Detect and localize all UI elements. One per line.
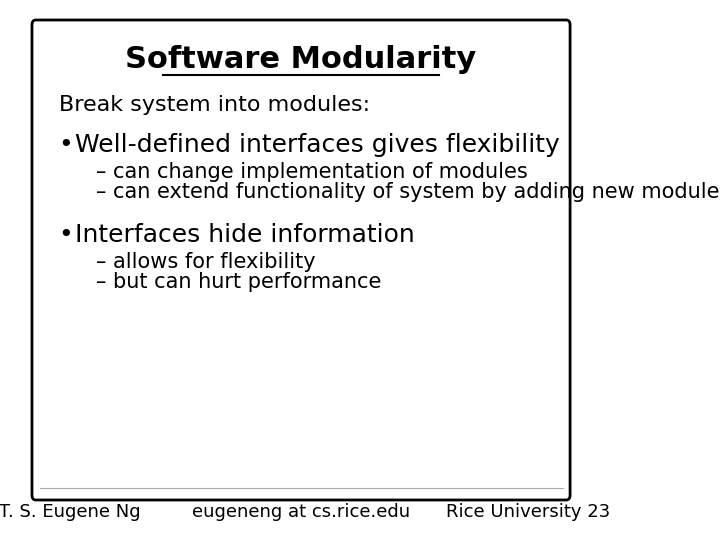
Text: •: • (58, 223, 73, 247)
Text: – can extend functionality of system by adding new modules: – can extend functionality of system by … (96, 182, 720, 202)
Text: T. S. Eugene Ng: T. S. Eugene Ng (0, 503, 140, 521)
Text: •: • (58, 133, 73, 157)
Text: Well-defined interfaces gives flexibility: Well-defined interfaces gives flexibilit… (75, 133, 560, 157)
Text: Interfaces hide information: Interfaces hide information (75, 223, 415, 247)
Text: eugeneng at cs.rice.edu: eugeneng at cs.rice.edu (192, 503, 410, 521)
Text: – but can hurt performance: – but can hurt performance (96, 272, 382, 292)
Text: Break system into modules:: Break system into modules: (58, 95, 369, 115)
Text: Rice University 23: Rice University 23 (446, 503, 611, 521)
Text: Software Modularity: Software Modularity (125, 45, 477, 75)
Text: – allows for flexibility: – allows for flexibility (96, 252, 316, 272)
Text: – can change implementation of modules: – can change implementation of modules (96, 162, 528, 182)
FancyBboxPatch shape (32, 20, 570, 500)
